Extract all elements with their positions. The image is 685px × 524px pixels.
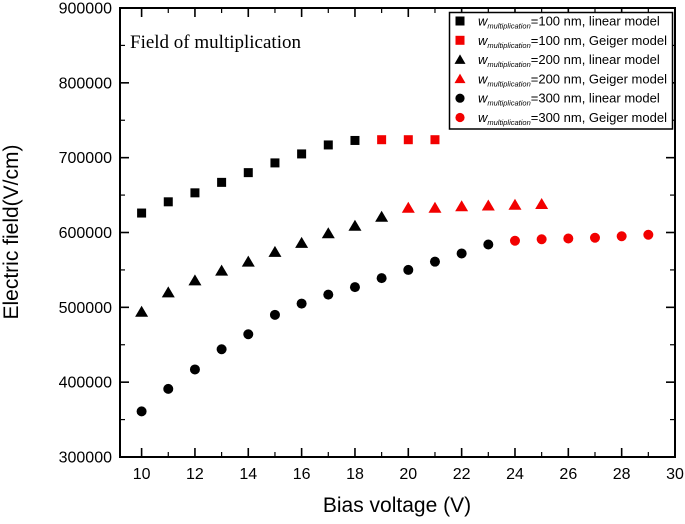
x-tick-label: 14 [239, 466, 257, 483]
data-point [535, 198, 549, 210]
data-point [189, 364, 200, 375]
x-tick-label: 10 [133, 466, 151, 483]
legend-item: wmultiplication=100 nm, linear model [455, 14, 660, 31]
data-point [509, 235, 520, 246]
y-tick-label: 500000 [59, 300, 112, 317]
data-point [429, 256, 440, 267]
legend-item: wmultiplication=200 nm, linear model [454, 52, 660, 69]
x-tick-label: 26 [559, 466, 577, 483]
data-point [455, 35, 465, 45]
data-point [349, 282, 360, 293]
x-tick-label: 20 [399, 466, 417, 483]
series-3 [401, 198, 549, 213]
y-tick-label: 300000 [59, 450, 112, 467]
x-tick-label: 28 [613, 466, 631, 483]
series-1 [377, 135, 440, 145]
legend-label: wmultiplication=100 nm, linear model [478, 14, 660, 31]
data-point [163, 197, 173, 207]
data-point [455, 93, 465, 103]
data-point [268, 245, 282, 257]
series-0 [137, 135, 360, 218]
plot-frame [119, 7, 676, 458]
data-point [295, 236, 309, 248]
data-point [563, 233, 574, 244]
series-5 [509, 229, 654, 246]
y-axis-title: Electric field(V/cm) [0, 144, 23, 319]
y-tick-label: 800000 [59, 75, 112, 92]
data-point [508, 198, 522, 210]
data-point [375, 210, 389, 222]
data-point [243, 329, 254, 340]
legend-label: wmultiplication=200 nm, Geiger model [478, 71, 667, 88]
data-point [455, 16, 465, 26]
data-point [323, 289, 334, 300]
y-tick-label: 900000 [59, 1, 112, 18]
legend-label: wmultiplication=100 nm, Geiger model [478, 33, 667, 50]
x-axis-title: Bias voltage (V) [323, 494, 471, 517]
data-point [269, 309, 280, 320]
data-point [643, 229, 654, 240]
data-point [348, 219, 362, 231]
y-tick-label: 400000 [59, 375, 112, 392]
legend-item: wmultiplication=200 nm, Geiger model [454, 71, 667, 88]
data-point [215, 264, 229, 276]
data-point [161, 286, 175, 298]
data-point [350, 135, 360, 145]
data-point [376, 273, 387, 284]
data-point [454, 73, 466, 84]
data-point [217, 177, 227, 187]
data-point [188, 274, 202, 286]
data-point [377, 135, 387, 145]
data-point [589, 232, 600, 243]
series-2 [135, 210, 389, 317]
data-point [163, 383, 174, 394]
tick-labels: 10 12 14 16 18 20 22 24 26 28 30 300000 400000 500000… [59, 1, 684, 484]
legend-box [448, 11, 674, 130]
data-point [403, 135, 413, 145]
data-point [454, 54, 466, 64]
data-point [481, 199, 495, 211]
x-tick-label: 12 [186, 466, 204, 483]
data-point [323, 140, 333, 150]
data-point [321, 227, 335, 239]
data-point [136, 406, 147, 417]
data-point [241, 255, 255, 267]
data-point [243, 168, 253, 178]
plot-annotation: Field of multiplication [130, 32, 301, 53]
y-tick-label: 700000 [59, 150, 112, 167]
data-point [430, 135, 440, 145]
data-point [455, 112, 465, 123]
data-point [216, 344, 227, 355]
y-tick-label: 600000 [59, 225, 112, 242]
x-tick-label: 30 [666, 466, 684, 483]
data-point [616, 231, 627, 242]
legend-item: wmultiplication=300 nm, linear model [455, 91, 660, 108]
legend-item: wmultiplication=100 nm, Geiger model [455, 33, 667, 50]
data-point [483, 239, 494, 250]
series-4 [136, 239, 494, 417]
legend-label: wmultiplication=300 nm, Geiger model [478, 110, 667, 127]
data-point [403, 264, 414, 275]
x-tick-label: 18 [346, 466, 364, 483]
x-tick-label: 22 [453, 466, 471, 483]
x-tick-label: 24 [506, 466, 524, 483]
data-point [428, 201, 442, 213]
data-point [456, 248, 467, 259]
data-point [296, 298, 307, 309]
legend-label: wmultiplication=200 nm, linear model [478, 52, 660, 69]
data-point [135, 305, 149, 317]
data-point [190, 188, 200, 198]
data-point [401, 201, 415, 213]
legend-label: wmultiplication=300 nm, linear model [478, 91, 660, 108]
data-point [297, 149, 307, 159]
x-tick-label: 16 [293, 466, 311, 483]
data-point [455, 200, 469, 212]
legend-item: wmultiplication=300 nm, Geiger model [455, 110, 667, 127]
data-point [270, 158, 280, 168]
legend: wmultiplication=100 nm, linear model wmul… [448, 11, 674, 130]
data-point [536, 234, 547, 245]
data-point [137, 208, 147, 218]
